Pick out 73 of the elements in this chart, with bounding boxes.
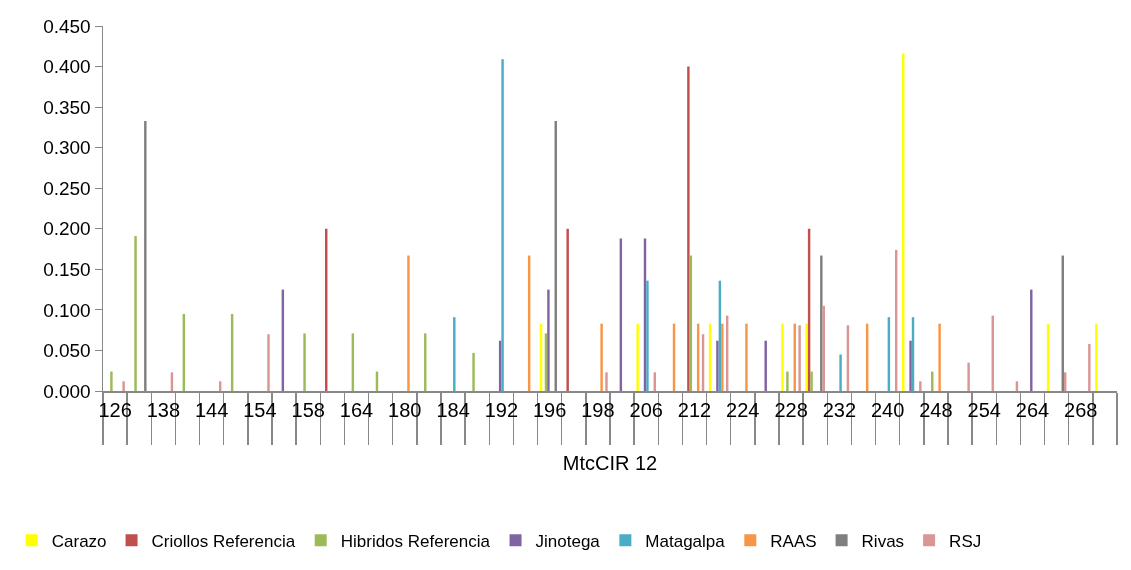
bar [453,317,456,391]
bar [122,381,125,391]
bar [721,323,724,391]
legend-label: RAAS [770,531,817,551]
x-tick-label: 264 [1015,398,1050,421]
bar [566,228,569,391]
x-tick-label: 164 [339,398,374,421]
bar [472,352,475,391]
bar [605,372,608,391]
bar [687,66,690,391]
bar [1095,323,1098,391]
bar [909,340,912,391]
x-tick-label: 180 [388,398,422,421]
bar [267,334,270,391]
legend-label: Matagalpa [645,531,726,551]
x-tick-label: 248 [919,398,953,421]
bar [636,323,639,391]
bar [110,371,113,391]
x-tick-label: 154 [243,398,277,421]
bar [786,371,789,391]
legend-label: Carazo [51,531,107,551]
bar [600,323,603,391]
bar [745,323,748,391]
x-tick-label: 240 [870,398,905,421]
legend-label: Criollos Referencia [151,531,296,551]
bar [781,323,784,391]
x-axis-title: MtcCIR 12 [562,451,658,474]
legend-label: Hibridos Referencia [340,531,491,551]
x-tick-label: 192 [484,398,519,421]
x-tick-label: 144 [194,398,229,421]
bar [810,371,813,391]
x-tick-label: 206 [629,398,663,421]
x-tick-label: 232 [822,398,857,421]
bar [919,381,922,391]
bar [764,340,767,391]
bar [805,323,808,391]
bar [547,289,550,391]
y-tick-label: 0.450 [43,15,91,37]
bar [839,354,842,391]
legend-label: Jinotega [535,531,601,551]
bar [1088,343,1091,391]
x-tick-label: 126 [98,398,132,421]
bar [967,362,970,391]
bar [501,59,504,391]
bar [646,280,649,391]
bar [938,323,941,391]
x-tick-label: 158 [291,398,325,421]
y-tick-label: 0.100 [43,299,91,321]
y-tick-label: 0.150 [43,258,91,280]
bar [798,325,801,391]
bar [407,255,410,391]
y-tick-label: 0.200 [43,218,91,240]
x-tick-label: 198 [581,398,615,421]
x-tick-label: 254 [967,398,1001,421]
x-tick-label: 196 [532,398,567,421]
x-tick-label: 268 [1064,398,1098,421]
y-tick-label: 0.300 [43,137,91,159]
y-tick-label: 0.000 [43,380,91,402]
legend-label: RSJ [949,531,982,551]
bar [303,333,306,391]
x-tick-label: 212 [677,398,712,421]
bar [716,340,719,391]
bar [134,236,137,391]
bar [1030,289,1033,391]
legend-label: Rivas [861,531,905,551]
x-tick-label: 224 [726,398,760,421]
y-tick-label: 0.050 [43,340,91,362]
x-tick-label: 184 [436,398,470,421]
y-tick-label: 0.350 [43,96,91,118]
x-tick-label: 138 [146,398,181,421]
y-tick-label: 0.250 [43,177,91,199]
y-tick-label: 0.400 [43,56,91,78]
x-tick-label: 228 [774,398,808,421]
